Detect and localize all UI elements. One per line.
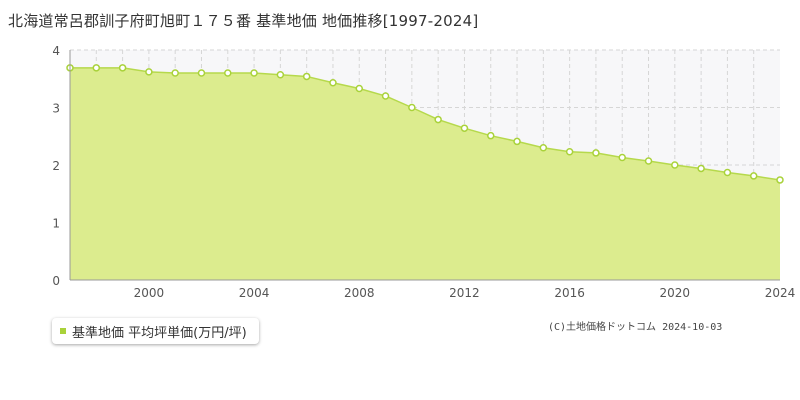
data-point-2001 xyxy=(171,69,179,77)
data-points xyxy=(66,64,784,184)
y-tick-labels: 0 1 2 3 4 xyxy=(52,44,60,288)
data-point-2014 xyxy=(513,137,521,146)
data-point-2023 xyxy=(749,172,758,180)
y-tick-label-4: 4 xyxy=(52,44,60,58)
x-tick-label-2012: 2012 xyxy=(449,286,480,300)
legend-swatch xyxy=(60,328,66,334)
data-point-2015 xyxy=(539,144,548,152)
data-point-2007 xyxy=(329,79,337,87)
price-line xyxy=(70,67,781,181)
x-tick-labels: 2000 2004 2008 2012 2016 2020 2024 xyxy=(134,286,796,300)
copyright-text: (C)土地価格ドットコム 2024-10-03 xyxy=(548,322,723,333)
price-area xyxy=(70,67,780,280)
x-tick-label-2016: 2016 xyxy=(554,286,585,300)
data-point-2008 xyxy=(355,84,364,93)
y-tick-label-3: 3 xyxy=(52,102,60,116)
data-point-2024 xyxy=(776,176,784,184)
x-tick-label-2024: 2024 xyxy=(765,286,796,300)
y-tick-label-0: 0 xyxy=(52,274,60,288)
data-point-2005 xyxy=(276,70,285,79)
x-tick-label-2020: 2020 xyxy=(660,286,691,300)
data-point-2022 xyxy=(723,168,732,177)
legend-label: 基準地価 平均坪単価(万円/坪) xyxy=(72,325,247,341)
data-point-2011 xyxy=(434,115,442,124)
data-point-2017 xyxy=(592,149,600,157)
data-point-2006 xyxy=(302,72,311,81)
data-point-2002 xyxy=(197,69,206,77)
x-tick-label-2000: 2000 xyxy=(134,286,165,300)
chart-title: 北海道常呂郡訓子府町旭町１７５番 基準地価 地価推移[1997-2024] xyxy=(8,12,479,30)
data-point-2000 xyxy=(145,68,153,76)
data-point-1999 xyxy=(118,64,127,72)
data-point-2018 xyxy=(618,153,626,162)
x-tick-label-2004: 2004 xyxy=(239,286,270,300)
data-point-2021 xyxy=(697,164,705,173)
data-point-1998 xyxy=(92,64,101,72)
data-point-2020 xyxy=(671,161,679,169)
data-point-2013 xyxy=(486,131,495,140)
data-point-2016 xyxy=(565,148,574,156)
data-point-2019 xyxy=(644,157,653,165)
data-point-2004 xyxy=(250,69,258,77)
data-point-2012 xyxy=(460,124,469,132)
data-point-2009 xyxy=(381,92,390,100)
y-tick-label-2: 2 xyxy=(52,159,60,173)
chart-legend[interactable]: 基準地価 平均坪単価(万円/坪) xyxy=(52,318,259,344)
data-point-2003 xyxy=(224,69,232,77)
data-point-2010 xyxy=(408,103,416,112)
x-tick-label-2008: 2008 xyxy=(344,286,375,300)
y-tick-label-1: 1 xyxy=(52,217,60,231)
